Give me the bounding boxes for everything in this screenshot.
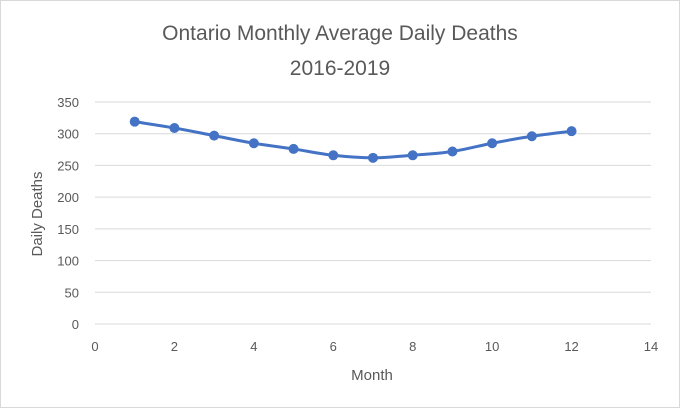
x-tick-label: 2 [171, 339, 178, 354]
y-axis-label: Daily Deaths [29, 171, 46, 256]
x-tick-label: 8 [409, 339, 416, 354]
data-series [129, 116, 577, 163]
y-tick-label: 150 [57, 222, 79, 237]
y-tick-label: 200 [57, 190, 79, 205]
data-point [368, 152, 378, 163]
gridlines [95, 101, 651, 325]
x-tick-labels: 0 2 4 6 8 10 12 14 [91, 339, 658, 354]
y-tick-labels: 0 50 100 150 200 250 300 350 [57, 95, 79, 332]
x-tick-label: 0 [91, 339, 98, 354]
y-tick-label: 50 [65, 285, 79, 300]
data-point [447, 146, 458, 157]
data-point [209, 130, 220, 141]
data-point [129, 116, 140, 127]
data-point [526, 131, 537, 142]
x-tick-label: 6 [330, 339, 337, 354]
chart-title-line-2: 2016-2019 [290, 57, 390, 80]
x-tick-label: 10 [485, 339, 499, 354]
x-axis-label: Month [351, 367, 393, 384]
y-tick-label: 300 [57, 127, 79, 142]
y-tick-label: 0 [72, 317, 79, 332]
series-line [134, 120, 572, 160]
x-tick-label: 4 [250, 339, 257, 354]
data-point [566, 126, 577, 137]
data-point [328, 150, 339, 161]
y-tick-label: 250 [57, 158, 79, 173]
chart-title-line-1: Ontario Monthly Average Daily Deaths [162, 22, 518, 45]
data-point [487, 138, 498, 149]
data-point [288, 143, 299, 154]
data-point [169, 123, 180, 134]
x-tick-label: 12 [564, 339, 578, 354]
y-tick-label: 350 [57, 95, 79, 110]
x-tick-label: 14 [644, 339, 658, 354]
y-tick-label: 100 [57, 254, 79, 269]
data-point [248, 138, 259, 149]
data-point [407, 150, 418, 161]
